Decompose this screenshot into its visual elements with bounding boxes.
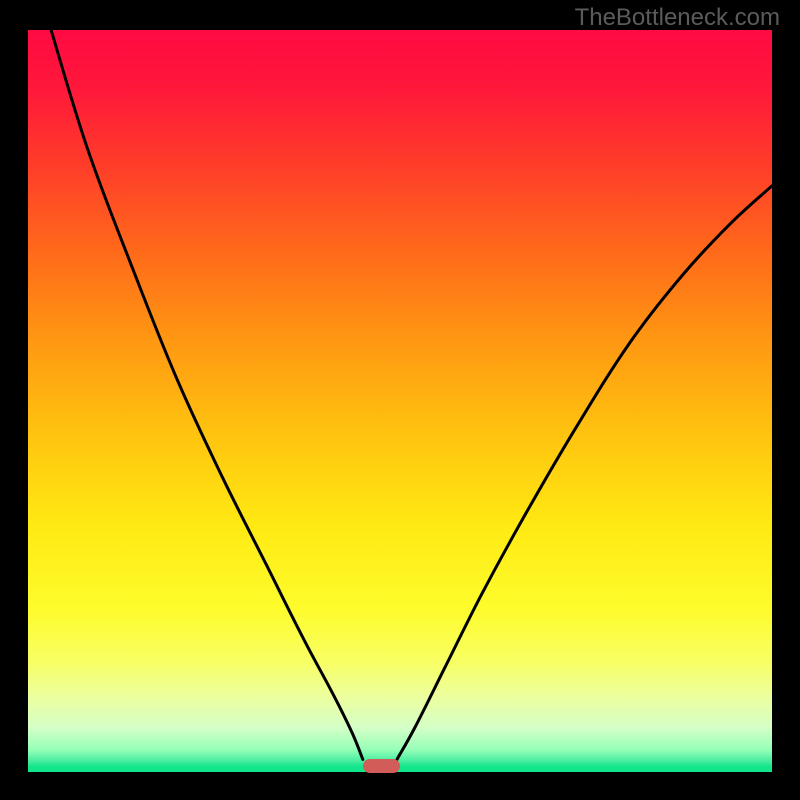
bottleneck-curve	[0, 0, 800, 800]
chart-container: TheBottleneck.com	[0, 0, 800, 800]
marker-bar	[363, 759, 400, 774]
